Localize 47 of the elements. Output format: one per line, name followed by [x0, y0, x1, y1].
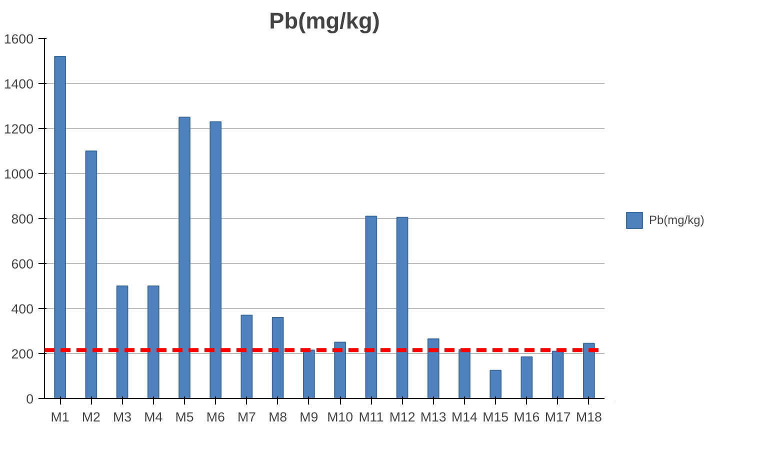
bar: [520, 356, 533, 398]
x-tick-label: M6: [206, 410, 225, 424]
bar: [490, 370, 502, 398]
x-tick-label: M4: [144, 410, 164, 424]
x-tick-label: M14: [452, 410, 478, 424]
bar: [240, 314, 253, 398]
bar: [334, 342, 346, 398]
y-tick-label: 600: [11, 256, 34, 272]
bar: [427, 338, 440, 398]
x-tick-label: M16: [514, 410, 540, 424]
bar: [552, 350, 564, 398]
x-tick-label: M12: [389, 410, 416, 424]
bar: [458, 349, 470, 398]
y-tick-label: 1600: [4, 32, 34, 46]
x-tick-label: M17: [544, 410, 571, 424]
y-tick-label: 1400: [4, 76, 34, 92]
x-tick-label: M1: [50, 410, 70, 424]
x-tick-label: M2: [82, 410, 100, 424]
bar: [272, 317, 284, 398]
x-tick-label: M11: [358, 410, 384, 424]
bar: [85, 150, 98, 398]
bar: [365, 216, 378, 398]
bar: [54, 56, 66, 398]
x-tick-label: M13: [420, 410, 446, 424]
y-tick-label: 1000: [4, 166, 34, 182]
bar: [178, 116, 190, 398]
chart-title: Pb(mg/kg): [269, 8, 380, 34]
x-tick-label: M10: [327, 410, 354, 424]
y-tick-label: 1200: [4, 122, 34, 136]
x-tick-label: M18: [576, 410, 602, 424]
x-tick-label: M8: [268, 410, 288, 424]
legend-label: Pb(mg/kg): [649, 212, 704, 226]
x-tick-label: M5: [175, 410, 194, 424]
y-tick-label: 0: [26, 392, 34, 406]
bar: [210, 121, 222, 398]
x-tick-label: M3: [113, 410, 132, 424]
bar: [147, 286, 160, 398]
bar: [396, 216, 408, 398]
y-tick-label: 200: [11, 346, 34, 362]
bar: [303, 350, 315, 398]
y-tick-label: 400: [11, 302, 34, 316]
x-tick-label: M7: [237, 410, 256, 424]
bar: [116, 286, 128, 398]
bar: [583, 342, 595, 398]
y-tick-label: 800: [11, 212, 34, 226]
x-tick-label: M9: [300, 410, 318, 424]
x-tick-label: M15: [482, 410, 509, 424]
